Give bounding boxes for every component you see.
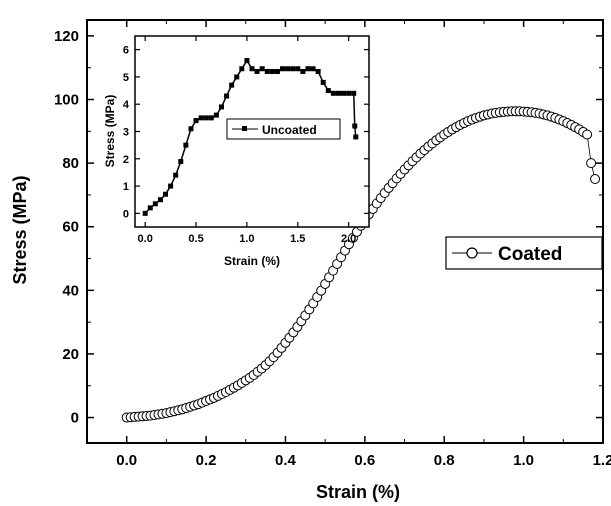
coated-point — [590, 174, 601, 185]
uncoated-point — [213, 112, 219, 118]
inset-x-tick-label: 1.0 — [239, 233, 254, 245]
uncoated-point — [188, 126, 194, 132]
uncoated-point — [168, 183, 174, 189]
uncoated-point — [193, 118, 199, 124]
uncoated-point — [341, 90, 347, 96]
uncoated-point — [178, 159, 184, 165]
uncoated-point — [147, 205, 153, 211]
uncoated-point — [335, 90, 341, 96]
main-y-tick-label: 0 — [71, 410, 79, 427]
main-y-tick-label: 80 — [62, 155, 79, 172]
uncoated-point — [198, 115, 204, 121]
coated-legend-label: Coated — [498, 244, 562, 265]
uncoated-point — [305, 66, 311, 72]
main-y-tick-label: 20 — [62, 346, 79, 363]
uncoated-point — [224, 93, 230, 99]
inset-y-tick-label: 1 — [123, 181, 129, 193]
uncoated-point — [244, 58, 250, 64]
inset-x-tick-label: 0.0 — [138, 233, 153, 245]
inset-x-tick-label: 0.5 — [188, 233, 203, 245]
uncoated-point — [330, 90, 336, 96]
inset-y-tick-label: 6 — [123, 45, 129, 57]
inset-y-tick-label: 3 — [123, 127, 129, 139]
uncoated-point — [259, 66, 265, 72]
uncoated-point — [157, 197, 163, 203]
inset-chart: 0.0 0.5 1.0 1.5 2.0 0 1 2 3 4 5 6 Strain (%) Stres… — [103, 35, 370, 268]
inset-x-tick-label: 2.0 — [341, 233, 356, 245]
uncoated-legend-marker — [242, 126, 247, 131]
uncoated-point — [352, 123, 358, 129]
coated-point — [582, 129, 593, 140]
uncoated-point — [173, 172, 179, 178]
main-x-tick-label: 0.2 — [196, 452, 217, 469]
uncoated-point — [269, 68, 275, 74]
uncoated-point — [249, 66, 255, 72]
main-x-axis: 0.0 0.2 0.4 0.6 0.8 1.0 1.2 — [86, 20, 611, 469]
uncoated-point — [163, 191, 169, 197]
uncoated-point — [203, 115, 209, 121]
uncoated-point — [320, 79, 326, 85]
inset-y-tick-label: 5 — [123, 72, 129, 84]
uncoated-legend-label: Uncoated — [262, 123, 317, 137]
uncoated-point — [295, 66, 301, 72]
main-x-axis-title: Strain (%) — [316, 482, 400, 502]
inset-x-axis: 0.0 0.5 1.0 1.5 2.0 — [138, 36, 356, 245]
inset-y-tick-label: 4 — [123, 99, 130, 111]
coated-point — [586, 158, 597, 169]
main-y-tick-label: 100 — [54, 92, 79, 109]
main-y-tick-label: 120 — [54, 28, 79, 45]
main-x-tick-label: 0.0 — [116, 452, 137, 469]
uncoated-legend-box — [226, 118, 341, 140]
main-x-tick-label: 0.8 — [434, 452, 455, 469]
uncoated-point — [290, 66, 296, 72]
coated-series — [121, 106, 601, 423]
uncoated-point — [325, 88, 331, 94]
uncoated-point — [183, 142, 189, 148]
inset-y-tick-label: 2 — [123, 154, 129, 166]
uncoated-point — [239, 66, 245, 72]
uncoated-point — [351, 90, 357, 96]
main-x-tick-label: 0.4 — [275, 452, 297, 469]
uncoated-point — [254, 68, 260, 74]
main-x-tick-label: 1.0 — [513, 452, 534, 469]
uncoated-point — [152, 201, 158, 207]
uncoated-point — [229, 82, 235, 88]
main-x-tick-label: 0.6 — [354, 452, 375, 469]
uncoated-point — [208, 115, 214, 121]
uncoated-point — [346, 90, 352, 96]
uncoated-series — [142, 58, 359, 216]
inset-y-axis: 0 1 2 3 4 5 6 — [123, 45, 369, 220]
main-x-tick-label: 1.2 — [593, 452, 611, 469]
inset-x-axis-title: Strain (%) — [224, 254, 280, 268]
uncoated-point — [274, 68, 280, 74]
main-plot-frame — [86, 19, 604, 444]
coated-legend-marker — [466, 247, 478, 259]
uncoated-point — [315, 68, 321, 74]
inset-x-tick-label: 1.5 — [290, 233, 305, 245]
uncoated-point — [264, 68, 270, 74]
main-y-tick-label: 60 — [62, 219, 79, 236]
coated-legend: Coated — [445, 236, 603, 270]
inset-y-tick-label: 0 — [123, 208, 129, 220]
uncoated-legend: Uncoated — [226, 118, 341, 140]
uncoated-point — [218, 104, 224, 110]
uncoated-point — [300, 68, 306, 74]
uncoated-point — [280, 66, 286, 72]
uncoated-point — [234, 74, 240, 80]
main-y-tick-label: 40 — [62, 282, 79, 299]
uncoated-point — [285, 66, 291, 72]
main-y-axis-title: Stress (MPa) — [10, 175, 30, 284]
uncoated-point — [142, 210, 148, 216]
uncoated-point — [353, 134, 359, 140]
inset-y-axis-title: Stress (MPa) — [103, 95, 117, 168]
uncoated-point — [310, 66, 316, 72]
